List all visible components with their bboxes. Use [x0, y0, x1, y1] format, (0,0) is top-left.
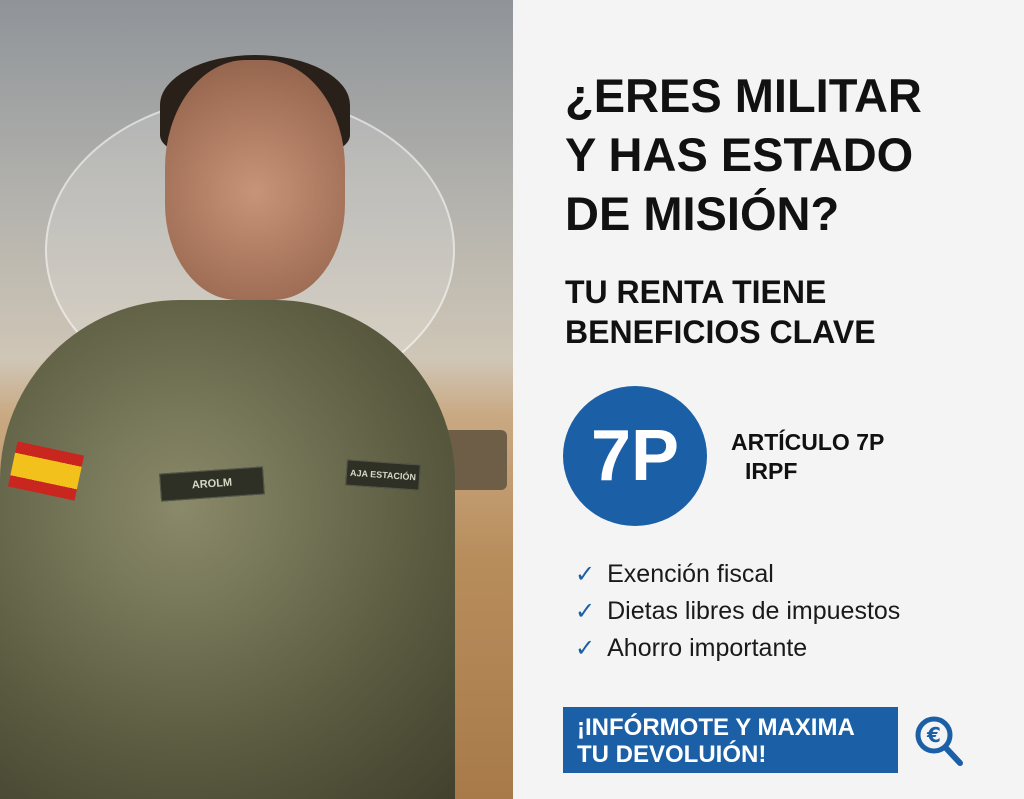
- svg-text:€: €: [926, 723, 941, 747]
- article-label: ARTÍCULO 7P IRPF: [731, 428, 884, 486]
- headline-line: DE MISIÓN?: [565, 187, 840, 240]
- benefit-label: Exención fiscal: [607, 560, 774, 588]
- euro-search-icon: €: [915, 716, 963, 766]
- benefit-label: Ahorro importante: [607, 634, 808, 662]
- 7p-badge: 7P: [563, 386, 707, 526]
- benefits-list: ✓ Exención fiscal ✓ Dietas libres de impue…: [575, 556, 900, 667]
- article-line: ARTÍCULO 7P: [731, 429, 885, 455]
- article-line: IRPF: [745, 458, 798, 484]
- cta-line: TU DEVOLUIÓN!: [577, 741, 767, 768]
- check-icon: ✓: [575, 561, 596, 588]
- list-item: ✓ Dietas libres de impuestos: [575, 593, 900, 630]
- list-item: ✓ Exención fiscal: [575, 556, 900, 593]
- uniform-chest-tag: AJA ESTACIÓN: [345, 459, 421, 491]
- soldier-face: [165, 60, 345, 300]
- list-item: ✓ Ahorro importante: [575, 630, 900, 667]
- subheadline: TU RENTA TIENE BENEFICIOS CLAVE: [565, 272, 876, 352]
- check-icon: ✓: [575, 598, 596, 625]
- cta-line: ¡INFÓRMOTE Y MAXIMA: [577, 714, 855, 741]
- subheadline-line: TU RENTA TIENE: [565, 274, 827, 310]
- benefit-label: Dietas libres de impuestos: [607, 597, 901, 625]
- headline: ¿ERES MILITAR Y HAS ESTADO DE MISIÓN?: [565, 66, 922, 243]
- cta-button[interactable]: ¡INFÓRMOTE Y MAXIMA TU DEVOLUIÓN!: [563, 707, 898, 773]
- subheadline-line: BENEFICIOS CLAVE: [565, 314, 876, 350]
- soldier-uniform: [0, 300, 455, 799]
- headline-line: ¿ERES MILITAR: [565, 69, 922, 122]
- soldier-photo: AROLM AJA ESTACIÓN: [0, 0, 513, 799]
- check-icon: ✓: [575, 635, 596, 662]
- info-panel: ¿ERES MILITAR Y HAS ESTADO DE MISIÓN? TU…: [513, 0, 1024, 799]
- headline-line: Y HAS ESTADO: [565, 128, 914, 181]
